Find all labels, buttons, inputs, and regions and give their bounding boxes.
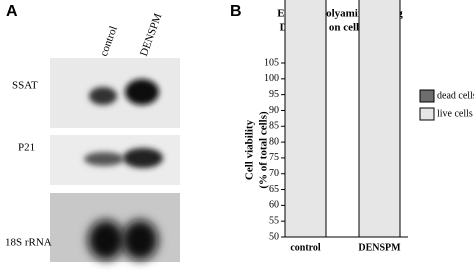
- y-tick-label: 60: [269, 200, 279, 211]
- blot-18s: [50, 193, 180, 262]
- y-tick-label: 105: [264, 57, 279, 68]
- lane-label: control: [98, 24, 120, 57]
- blot-p21: [50, 135, 180, 185]
- legend-swatch: [419, 89, 435, 103]
- y-tick-label: 75: [269, 152, 279, 163]
- y-axis-label: Cell viability: [244, 119, 256, 180]
- y-tick-label: 95: [269, 89, 279, 100]
- row-label: SSAT: [12, 80, 38, 92]
- y-tick-label: 65: [269, 184, 279, 195]
- row-label: P21: [18, 142, 35, 154]
- row-label: 18S rRNA: [5, 237, 52, 249]
- y-tick-label: 100: [264, 73, 279, 84]
- y-tick-label: 80: [269, 136, 279, 147]
- x-tick-label: DENSPM: [358, 242, 401, 253]
- y-tick-label: 50: [269, 231, 279, 242]
- y-tick-label: 70: [269, 168, 279, 179]
- blot-ssat: [50, 58, 180, 128]
- panel-label: B: [230, 3, 242, 20]
- legend-label: dead cells: [437, 90, 474, 101]
- y-axis-label: (% of total cells): [258, 111, 270, 189]
- panel-label: A: [6, 3, 18, 20]
- x-tick-label: control: [290, 242, 321, 253]
- bar-segment: [284, 0, 327, 238]
- bar-segment: [358, 0, 401, 238]
- legend-label: live cells: [437, 108, 473, 119]
- legend-swatch: [419, 107, 435, 121]
- y-tick-label: 85: [269, 121, 279, 132]
- y-tick-label: 90: [269, 105, 279, 116]
- lane-label: DENSPM: [138, 12, 165, 58]
- y-tick-label: 55: [269, 215, 279, 226]
